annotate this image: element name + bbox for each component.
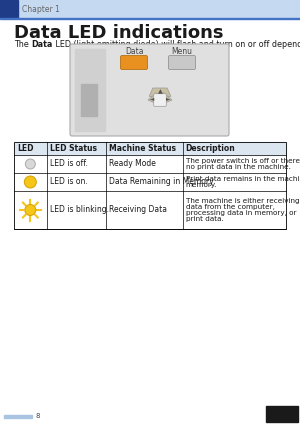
Text: Chapter 1: Chapter 1 [22,5,60,14]
FancyBboxPatch shape [154,94,166,106]
Bar [14,142,286,155]
Text: Machine Status: Machine Status [110,144,176,153]
Bar [14,142,286,229]
Bar [0,0,18,18]
Bar [0,18,300,19]
Polygon shape [164,93,172,103]
Bar [4,415,32,418]
Text: ►: ► [166,96,170,101]
FancyBboxPatch shape [70,44,229,136]
Circle shape [25,204,36,215]
Text: Ready Mode: Ready Mode [110,159,156,168]
Bar [75,49,105,131]
Text: memory.: memory. [186,182,217,188]
Text: 8: 8 [36,413,40,419]
Text: Data: Data [125,47,143,56]
Polygon shape [148,93,156,103]
Text: The: The [14,40,31,49]
Text: LED: LED [17,144,34,153]
Circle shape [24,176,36,188]
Circle shape [25,159,35,169]
Text: LED is blinking.: LED is blinking. [50,206,109,215]
Polygon shape [149,88,171,96]
FancyBboxPatch shape [169,56,196,70]
Text: Receiving Data: Receiving Data [110,206,167,215]
Text: LED (light emitting diode) will flash and turn on or off depending on the machin: LED (light emitting diode) will flash an… [52,40,300,49]
Text: ◄: ◄ [150,96,155,101]
Text: Menu: Menu [172,47,193,56]
Bar [266,406,298,422]
Text: Description: Description [186,144,236,153]
Text: LED is on.: LED is on. [50,178,87,187]
Text: Data: Data [31,40,52,49]
Text: LED is off.: LED is off. [50,159,88,168]
Text: ▲: ▲ [158,89,162,94]
FancyBboxPatch shape [121,56,148,70]
Text: data from the computer,: data from the computer, [186,204,274,210]
Bar [0,0,300,18]
Text: The machine is either receiving: The machine is either receiving [186,198,299,204]
Bar [81,84,97,116]
Text: no print data in the machine.: no print data in the machine. [186,164,290,170]
Text: Print data remains in the machine: Print data remains in the machine [186,176,300,182]
Text: print data.: print data. [186,216,224,222]
Text: Data LED indications: Data LED indications [14,24,223,42]
Text: Data Remaining in Memory: Data Remaining in Memory [110,178,214,187]
Text: LED Status: LED Status [50,144,97,153]
Text: The power switch is off or there is: The power switch is off or there is [186,158,300,164]
Text: processing data in memory, or: processing data in memory, or [186,210,296,216]
